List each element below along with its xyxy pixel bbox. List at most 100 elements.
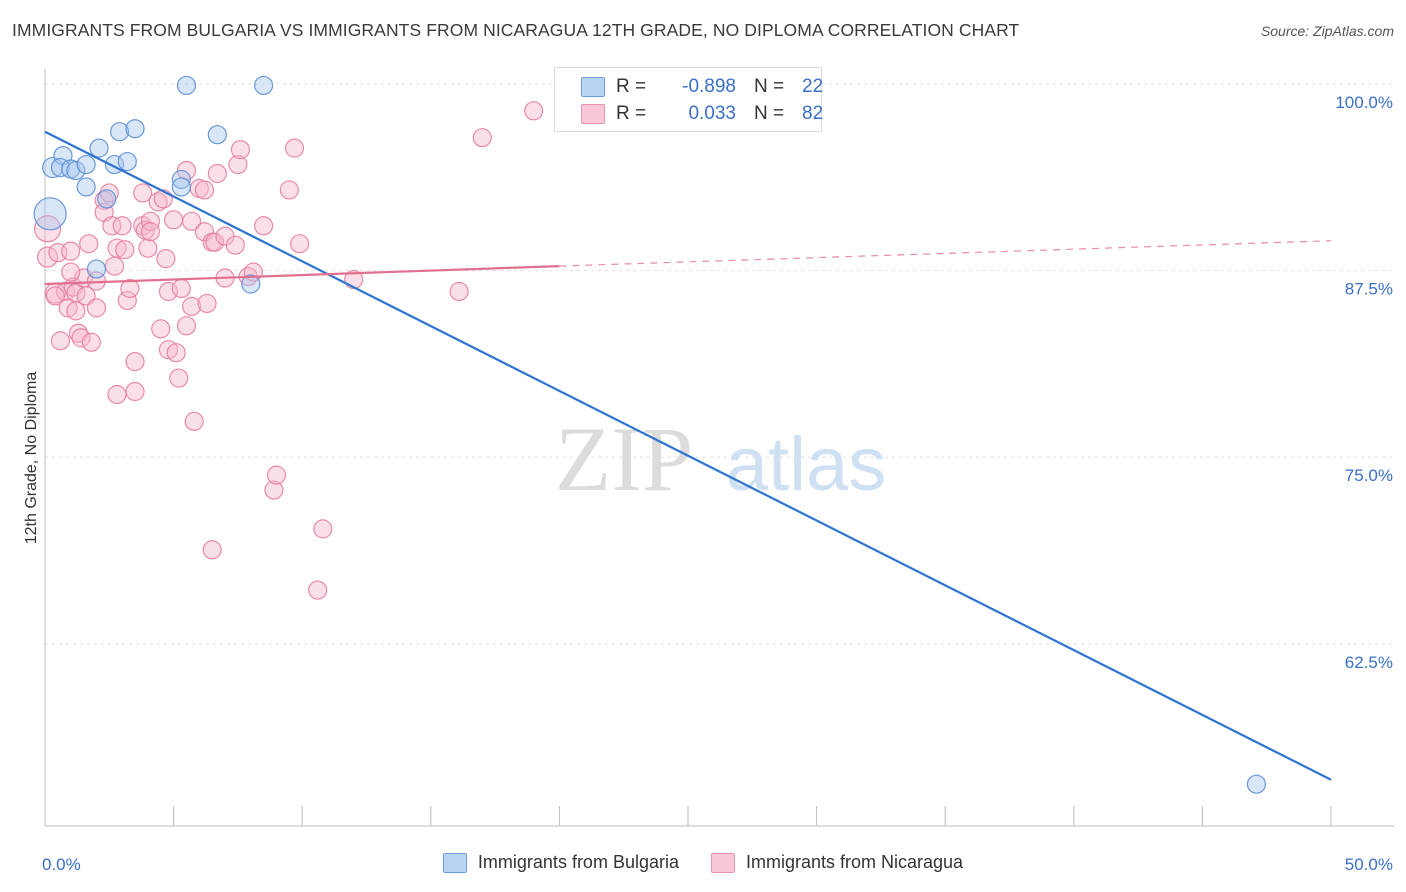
legend-n-label: N =: [754, 76, 785, 97]
nicaragua-point: [158, 340, 179, 360]
nicaragua-point: [61, 262, 81, 282]
nicaragua-point: [194, 180, 215, 200]
bulgaria-point: [66, 160, 86, 181]
legend-label-nicaragua: Immigrants from Nicaragua: [745, 852, 964, 872]
bulgaria-point: [89, 138, 109, 158]
legend-r-label: R =: [616, 103, 647, 124]
watermark: ZIP atlas: [555, 408, 886, 510]
nicaragua-point: [264, 480, 284, 500]
nicaragua-point: [284, 138, 305, 158]
trend-lines: [44, 130, 1332, 781]
bulgaria-point: [33, 197, 67, 231]
nicaragua-point: [182, 211, 202, 231]
bulgaria-point: [109, 122, 130, 142]
bulgaria-point: [207, 125, 227, 145]
bulgaria-point: [86, 259, 107, 279]
nicaragua-point: [176, 316, 197, 336]
nicaragua-point: [115, 240, 135, 260]
nicaragua-point: [184, 411, 204, 431]
legend-n-value: 82: [802, 103, 824, 124]
nicaragua-point: [230, 140, 251, 160]
nicaragua-point: [205, 232, 225, 252]
nicaragua-point: [151, 319, 171, 339]
nicaragua-point: [140, 211, 161, 231]
y-tick-label: 62.5%: [1345, 653, 1393, 672]
nicaragua-point: [169, 368, 189, 388]
nicaragua-point: [164, 210, 184, 230]
bulgaria-point: [1246, 774, 1267, 794]
nicaragua-point: [86, 298, 107, 318]
legend-r-label: R =: [616, 76, 647, 97]
nicaragua-point: [472, 128, 492, 148]
nicaragua-point: [71, 328, 91, 348]
nicaragua-point: [266, 465, 287, 485]
nicaragua-point: [102, 216, 122, 236]
bulgaria-point: [117, 151, 137, 172]
nicaragua-point: [166, 343, 186, 363]
nicaragua-point: [50, 331, 71, 351]
bulgaria-point: [76, 154, 96, 175]
nicaragua-point: [33, 215, 62, 243]
nicaragua-point: [58, 298, 78, 318]
bulgaria-point: [176, 75, 197, 96]
nicaragua-point: [228, 154, 248, 175]
source-credit: Source: ZipAtlas.com: [1260, 23, 1394, 39]
nicaragua-point: [117, 290, 137, 311]
nicaragua-point: [182, 296, 202, 317]
bulgaria-point: [254, 75, 274, 96]
nicaragua-point: [194, 222, 215, 242]
nicaragua-point: [45, 286, 65, 306]
stats-legend: R = -0.898 N = 22 R = 0.033 N = 82: [554, 67, 823, 132]
legend-swatch-nicaragua: [581, 104, 605, 124]
legend-swatch-bulgaria: [442, 852, 467, 873]
nicaragua-point: [254, 216, 274, 236]
nicaragua-point: [202, 540, 222, 560]
nicaragua-point: [81, 332, 101, 352]
nicaragua-point: [308, 580, 328, 600]
legend-swatch-nicaragua: [710, 852, 735, 873]
y-tick-label: 100.0%: [1335, 93, 1393, 112]
bulgaria-point: [97, 189, 117, 209]
tick-labels: 100.0% 87.5% 75.0% 62.5% 0.0% 50.0%: [42, 93, 1393, 874]
bulgaria-point: [125, 119, 145, 139]
legend-item-nicaragua: Immigrants from Nicaragua: [710, 852, 964, 873]
nicaragua-point: [156, 249, 176, 269]
nicaragua-point: [207, 163, 227, 184]
nicaragua-point: [36, 246, 59, 268]
nicaragua-point: [104, 256, 125, 276]
nicaragua-point: [197, 293, 217, 314]
y-tick-label: 75.0%: [1345, 466, 1393, 485]
series-legend: Immigrants from Bulgaria Immigrants from…: [0, 852, 1406, 873]
bulgaria-trend-line: [44, 130, 1332, 781]
nicaragua-point: [279, 180, 299, 200]
nicaragua-point: [125, 352, 145, 372]
bulgaria-point: [241, 274, 261, 294]
legend-r-value: -0.898: [682, 76, 736, 97]
legend-n-label: N =: [754, 103, 785, 124]
nicaragua-point: [125, 381, 145, 402]
chart-title: IMMIGRANTS FROM BULGARIA VS IMMIGRANTS F…: [12, 20, 1020, 40]
legend-row-bulgaria: R = -0.898 N = 22: [555, 74, 823, 100]
nicaragua-point: [140, 222, 161, 242]
y-tick-label: 87.5%: [1345, 280, 1393, 299]
watermark-atlas: atlas: [726, 422, 887, 507]
legend-label-bulgaria: Immigrants from Bulgaria: [477, 852, 679, 872]
bulgaria-points: [33, 75, 1267, 794]
nicaragua-point: [66, 301, 86, 321]
legend-item-bulgaria: Immigrants from Bulgaria: [442, 852, 679, 873]
nicaragua-point: [290, 234, 310, 254]
nicaragua-point: [171, 278, 191, 299]
legend-row-nicaragua: R = 0.033 N = 82: [555, 101, 823, 127]
nicaragua-point: [449, 281, 469, 302]
nicaragua-point: [225, 235, 245, 255]
nicaragua-trend-line: [44, 264, 560, 286]
gridlines: [45, 83, 1394, 645]
bulgaria-point: [171, 177, 191, 197]
nicaragua-point: [153, 189, 173, 209]
nicaragua-point: [107, 384, 127, 405]
nicaragua-point: [524, 101, 544, 121]
nicaragua-point: [120, 278, 140, 299]
x-tick-label: 0.0%: [42, 855, 81, 874]
nicaragua-point: [148, 192, 168, 212]
